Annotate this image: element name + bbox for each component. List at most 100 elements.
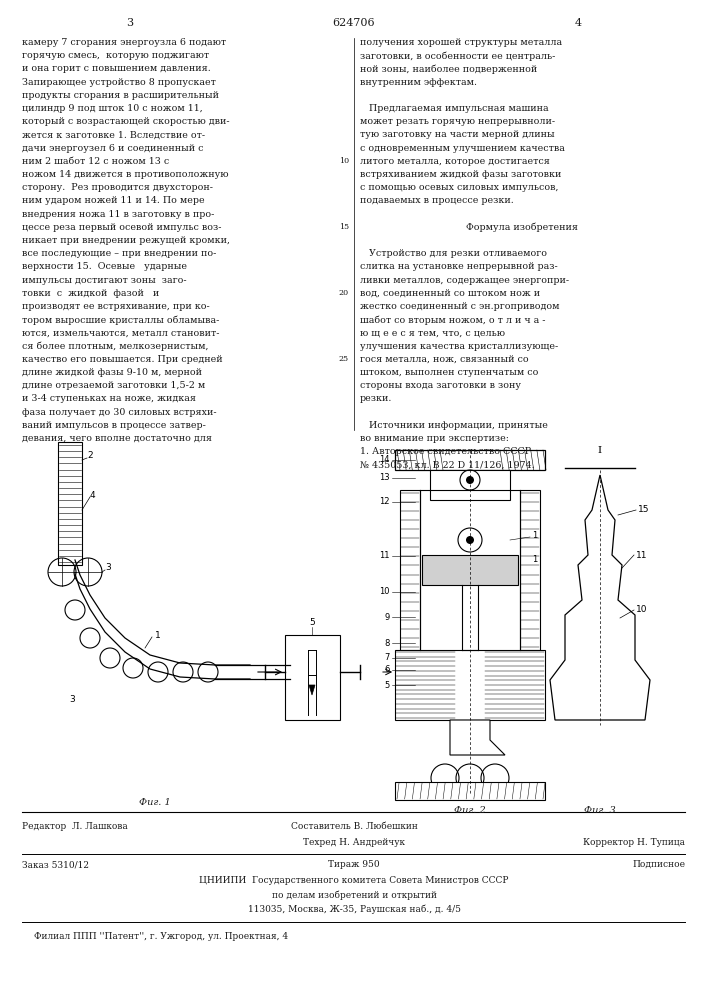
Text: 25: 25 xyxy=(339,355,349,363)
Text: 15: 15 xyxy=(339,223,349,231)
Text: ся более плотным, мелкозернистым,: ся более плотным, мелкозернистым, xyxy=(22,342,209,351)
Text: 3: 3 xyxy=(105,564,111,572)
Text: 1: 1 xyxy=(155,631,160,640)
Bar xyxy=(430,470,510,500)
Text: девания, чего вполне достаточно для: девания, чего вполне достаточно для xyxy=(22,434,212,443)
Text: ю щ е е с я тем, что, с целью: ю щ е е с я тем, что, с целью xyxy=(360,328,505,337)
Text: товки  с  жидкой  фазой   и: товки с жидкой фазой и xyxy=(22,289,159,298)
Text: получения хорошей структуры металла: получения хорошей структуры металла xyxy=(360,38,562,47)
Text: 1: 1 xyxy=(532,556,537,564)
Text: резки.: резки. xyxy=(360,394,392,403)
Bar xyxy=(520,490,540,650)
Text: 2: 2 xyxy=(87,450,93,460)
Polygon shape xyxy=(550,475,650,720)
Text: качество его повышается. При средней: качество его повышается. При средней xyxy=(22,355,223,364)
Text: ются, измельчаются, металл становит-: ются, измельчаются, металл становит- xyxy=(22,328,219,337)
Text: 13: 13 xyxy=(380,474,390,483)
Text: ним ударом ножей 11 и 14. По мере: ним ударом ножей 11 и 14. По мере xyxy=(22,196,204,205)
Text: тую заготовку на части мерной длины: тую заготовку на части мерной длины xyxy=(360,130,554,139)
Text: и 3-4 ступеньках на ноже, жидкая: и 3-4 ступеньках на ноже, жидкая xyxy=(22,394,196,403)
Text: фаза получает до 30 силовых встряхи-: фаза получает до 30 силовых встряхи- xyxy=(22,408,216,417)
Text: гося металла, нож, связанный со: гося металла, нож, связанный со xyxy=(360,355,529,364)
Text: во внимание при экспертизе:: во внимание при экспертизе: xyxy=(360,434,509,443)
Text: ЦНИИПИ  Государственного комитета Совета Министров СССР: ЦНИИПИ Государственного комитета Совета … xyxy=(199,876,509,885)
Text: Корректор Н. Тупица: Корректор Н. Тупица xyxy=(583,838,685,847)
Text: литого металла, которое достигается: литого металла, которое достигается xyxy=(360,157,550,166)
Bar xyxy=(395,650,545,720)
Text: ним 2 шабот 12 с ножом 13 с: ним 2 шабот 12 с ножом 13 с xyxy=(22,157,169,166)
Text: дачи энергоузел 6 и соединенный с: дачи энергоузел 6 и соединенный с xyxy=(22,144,204,153)
Text: 10: 10 xyxy=(339,157,349,165)
Text: Техред Н. Андрейчук: Техред Н. Андрейчук xyxy=(303,838,405,847)
Bar xyxy=(395,450,545,470)
Text: сторону.  Рез проводится двухсторон-: сторону. Рез проводится двухсторон- xyxy=(22,183,213,192)
Text: цессе реза первый осевой импульс воз-: цессе реза первый осевой импульс воз- xyxy=(22,223,221,232)
Text: 4: 4 xyxy=(574,18,582,28)
Text: 3: 3 xyxy=(69,695,75,704)
Text: Тираж 950: Тираж 950 xyxy=(328,860,380,869)
Text: 15: 15 xyxy=(638,506,650,514)
Text: горячую смесь,  которую поджигают: горячую смесь, которую поджигают xyxy=(22,51,209,60)
Bar xyxy=(58,442,82,565)
Circle shape xyxy=(466,536,474,544)
Text: вод, соединенный со штоком нож и: вод, соединенный со штоком нож и xyxy=(360,289,540,298)
Text: жестко соединенный с эн.ргоприводом: жестко соединенный с эн.ргоприводом xyxy=(360,302,559,311)
Text: Подписное: Подписное xyxy=(632,860,685,869)
Text: ножом 14 движется в противоположную: ножом 14 движется в противоположную xyxy=(22,170,228,179)
Text: с помощью осевых силовых импульсов,: с помощью осевых силовых импульсов, xyxy=(360,183,559,192)
Text: Составитель В. Любешкин: Составитель В. Любешкин xyxy=(291,822,417,831)
Text: Формула изобретения: Формула изобретения xyxy=(467,223,578,232)
Text: 20: 20 xyxy=(339,289,349,297)
Text: производят ее встряхивание, при ко-: производят ее встряхивание, при ко- xyxy=(22,302,210,311)
Text: тором выросшие кристаллы обламыва-: тором выросшие кристаллы обламыва- xyxy=(22,315,219,325)
Text: 11: 11 xyxy=(380,552,390,560)
Text: Редактор  Л. Лашкова: Редактор Л. Лашкова xyxy=(22,822,128,831)
Text: по делам изобретений и открытий: по делам изобретений и открытий xyxy=(271,890,436,900)
Text: 5: 5 xyxy=(385,680,390,690)
Text: 1. Авторское свидетельство СССР: 1. Авторское свидетельство СССР xyxy=(360,447,531,456)
Text: и она горит с повышением давления.: и она горит с повышением давления. xyxy=(22,64,211,73)
Text: жется к заготовке 1. Вследствие от-: жется к заготовке 1. Вследствие от- xyxy=(22,130,205,139)
Circle shape xyxy=(466,476,474,484)
Text: Фиг. 1: Фиг. 1 xyxy=(139,798,171,807)
Text: 624706: 624706 xyxy=(333,18,375,28)
Text: с одновременным улучшением качества: с одновременным улучшением качества xyxy=(360,144,565,153)
Text: Заказ 5310/12: Заказ 5310/12 xyxy=(22,860,89,869)
Text: ваний импульсов в процессе затвер-: ваний импульсов в процессе затвер- xyxy=(22,421,206,430)
Text: I: I xyxy=(598,446,602,455)
Bar xyxy=(285,635,340,720)
Text: № 435053, кл. В 22 D 11/126, 1974.: № 435053, кл. В 22 D 11/126, 1974. xyxy=(360,460,534,469)
Text: Запирающее устройство 8 пропускает: Запирающее устройство 8 пропускает xyxy=(22,78,216,87)
Text: Филиал ППП ''Патент'', г. Ужгород, ул. Проектная, 4: Филиал ППП ''Патент'', г. Ужгород, ул. П… xyxy=(34,932,288,941)
Text: Фиг. 2: Фиг. 2 xyxy=(454,806,486,815)
Bar xyxy=(400,490,420,650)
Text: встряхиванием жидкой фазы заготовки: встряхиванием жидкой фазы заготовки xyxy=(360,170,561,179)
Text: 5: 5 xyxy=(309,618,315,627)
Text: может резать горячую непрерывноли-: может резать горячую непрерывноли- xyxy=(360,117,555,126)
Text: длине жидкой фазы 9-10 м, мерной: длине жидкой фазы 9-10 м, мерной xyxy=(22,368,202,377)
Text: Предлагаемая импульсная машина: Предлагаемая импульсная машина xyxy=(360,104,549,113)
Text: 4: 4 xyxy=(90,490,95,499)
Text: Фиг. 3: Фиг. 3 xyxy=(584,806,616,815)
Text: внедрения ножа 11 в заготовку в про-: внедрения ножа 11 в заготовку в про- xyxy=(22,210,214,219)
Text: 10: 10 xyxy=(636,605,648,614)
Text: камеру 7 сгорания энергоузла 6 подают: камеру 7 сгорания энергоузла 6 подают xyxy=(22,38,226,47)
Text: цилиндр 9 под шток 10 с ножом 11,: цилиндр 9 под шток 10 с ножом 11, xyxy=(22,104,203,113)
Text: 6: 6 xyxy=(385,666,390,674)
Text: штоком, выполнен ступенчатым со: штоком, выполнен ступенчатым со xyxy=(360,368,538,377)
Text: 7: 7 xyxy=(385,654,390,662)
Polygon shape xyxy=(309,685,315,695)
Bar xyxy=(422,555,518,585)
Text: 11: 11 xyxy=(636,550,648,560)
Bar xyxy=(395,782,545,800)
Text: продукты сгорания в расширительный: продукты сгорания в расширительный xyxy=(22,91,219,100)
Text: 10: 10 xyxy=(380,587,390,596)
Text: 1: 1 xyxy=(532,530,537,540)
Text: Источники информации, принятые: Источники информации, принятые xyxy=(360,421,548,430)
Text: подаваемых в процессе резки.: подаваемых в процессе резки. xyxy=(360,196,514,205)
Text: импульсы достигают зоны  заго-: импульсы достигают зоны заго- xyxy=(22,276,187,285)
Text: который с возрастающей скоростью дви-: который с возрастающей скоростью дви- xyxy=(22,117,230,126)
Text: внутренним эффектам.: внутренним эффектам. xyxy=(360,78,477,87)
Text: 9: 9 xyxy=(385,612,390,621)
Text: длине отрезаемой заготовки 1,5-2 м: длине отрезаемой заготовки 1,5-2 м xyxy=(22,381,205,390)
